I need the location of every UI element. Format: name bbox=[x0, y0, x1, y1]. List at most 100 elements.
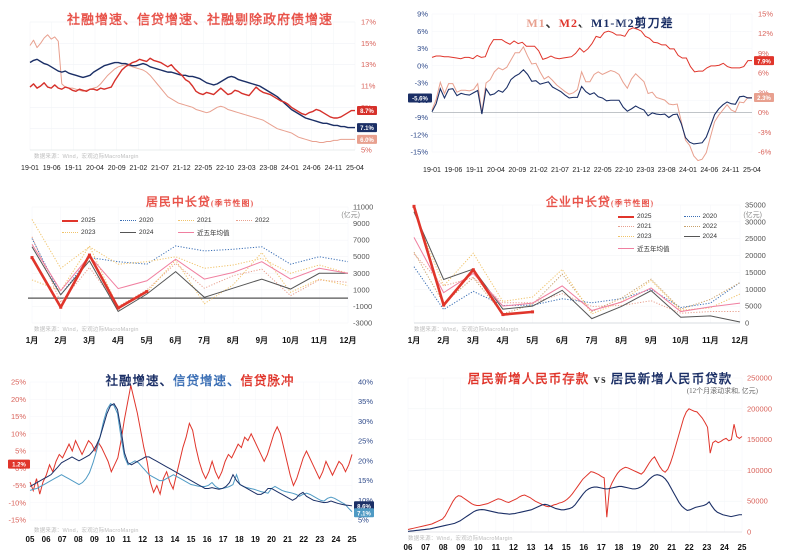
legend-swatch bbox=[178, 231, 194, 233]
chart3-title: 居民中长贷(季节性图) bbox=[0, 193, 400, 210]
svg-text:21-02: 21-02 bbox=[530, 167, 548, 174]
svg-text:05: 05 bbox=[26, 535, 35, 544]
svg-text:11月: 11月 bbox=[311, 336, 327, 345]
svg-text:-15%: -15% bbox=[8, 516, 26, 525]
svg-text:50000: 50000 bbox=[747, 497, 768, 506]
svg-text:9月: 9月 bbox=[645, 336, 657, 345]
chart1-plot: 5%7%9%11%13%15%17%19-0119-0619-1120-0420… bbox=[21, 18, 377, 172]
legend-label: 2022 bbox=[702, 223, 717, 230]
chart6-plot: 0 50000 100000 150000 200000 250000 06 07 08 09 10… bbox=[404, 374, 772, 553]
title-part: 信贷增速、 bbox=[172, 374, 241, 388]
chart3-plot: -3000 -1000 1000 3000 5000 7000 9000 11000 1月 2月 3… bbox=[26, 203, 374, 346]
legend-label: 2024 bbox=[139, 228, 154, 236]
svg-text:5月: 5月 bbox=[526, 336, 538, 345]
legend-label: 2020 bbox=[139, 217, 154, 224]
chart5-source: 数据来源：Wind，宏观边际MacroMargin bbox=[34, 528, 139, 534]
svg-text:4月: 4月 bbox=[497, 336, 509, 345]
svg-text:19-06: 19-06 bbox=[444, 167, 462, 174]
legend-swatch bbox=[618, 236, 634, 237]
svg-text:12月: 12月 bbox=[732, 336, 749, 345]
svg-text:0%: 0% bbox=[758, 108, 769, 117]
svg-text:22-10: 22-10 bbox=[216, 165, 234, 172]
svg-text:15000: 15000 bbox=[745, 268, 766, 277]
svg-text:21: 21 bbox=[667, 543, 676, 552]
svg-text:21-02: 21-02 bbox=[129, 165, 147, 172]
svg-text:11: 11 bbox=[122, 535, 131, 544]
svg-text:16: 16 bbox=[203, 535, 212, 544]
svg-text:13: 13 bbox=[527, 543, 536, 552]
svg-text:21-07: 21-07 bbox=[151, 165, 169, 172]
svg-text:06: 06 bbox=[42, 535, 51, 544]
svg-text:20: 20 bbox=[267, 535, 276, 544]
legend-swatch bbox=[618, 226, 634, 227]
legend-swatch bbox=[618, 247, 634, 249]
svg-text:15: 15 bbox=[187, 535, 196, 544]
svg-text:17: 17 bbox=[597, 543, 606, 552]
chart4-plot: 0 5000 10000 15000 20000 25000 30000 35000 1月 2月 3… bbox=[408, 201, 766, 346]
legend-swatch bbox=[120, 220, 136, 221]
chart4-title: 企业中长贷(季节性图) bbox=[400, 193, 800, 210]
svg-text:7.1%: 7.1% bbox=[357, 511, 371, 517]
chart1-title: 社融增速、信贷增速、社融剔除政府债增速 bbox=[66, 12, 333, 27]
svg-text:24-11: 24-11 bbox=[722, 167, 739, 174]
svg-text:3%: 3% bbox=[758, 88, 769, 97]
svg-text:09: 09 bbox=[456, 543, 465, 552]
svg-text:5%: 5% bbox=[358, 516, 369, 525]
svg-text:10: 10 bbox=[106, 535, 115, 544]
svg-text:250000: 250000 bbox=[747, 374, 772, 383]
legend-label: 2021 bbox=[197, 217, 212, 224]
svg-text:8.7%: 8.7% bbox=[360, 109, 374, 115]
svg-text:-9%: -9% bbox=[415, 113, 429, 122]
svg-text:23: 23 bbox=[702, 543, 711, 552]
svg-text:24-01: 24-01 bbox=[679, 167, 697, 174]
svg-text:22: 22 bbox=[299, 535, 308, 544]
svg-text:9%: 9% bbox=[417, 10, 428, 19]
chart6-subtitle: (12个月滚动求和, 亿元) bbox=[686, 387, 758, 395]
chart3-subtitle: (季节性图) bbox=[210, 199, 255, 208]
legend-item: 2022 bbox=[683, 223, 717, 230]
svg-text:19-01: 19-01 bbox=[21, 165, 39, 172]
title-part: 居民新增人民币存款 bbox=[467, 372, 590, 386]
legend-item: 2023 bbox=[62, 227, 120, 237]
svg-text:25-04: 25-04 bbox=[346, 165, 364, 172]
svg-text:100000: 100000 bbox=[747, 466, 772, 475]
svg-text:0: 0 bbox=[747, 528, 751, 537]
legend-label: 近五年均值 bbox=[637, 246, 670, 253]
svg-text:10000: 10000 bbox=[745, 285, 766, 294]
svg-text:25: 25 bbox=[348, 535, 357, 544]
svg-text:20%: 20% bbox=[358, 456, 373, 465]
legend-item: 2020 bbox=[120, 217, 178, 224]
svg-text:15%: 15% bbox=[361, 39, 376, 48]
svg-text:19-06: 19-06 bbox=[43, 165, 61, 172]
svg-text:19-11: 19-11 bbox=[65, 165, 82, 172]
svg-text:150000: 150000 bbox=[747, 435, 772, 444]
svg-text:3000: 3000 bbox=[353, 269, 370, 278]
legend-label: 2025 bbox=[81, 217, 96, 224]
legend-swatch bbox=[178, 220, 194, 221]
chart5-plot: -15%-10%-5%0%5%10%15%20%25%5%10%15%20%25… bbox=[8, 378, 374, 544]
svg-text:18: 18 bbox=[235, 535, 244, 544]
legend-swatch bbox=[683, 226, 700, 227]
svg-text:1.2%: 1.2% bbox=[12, 463, 26, 469]
svg-text:6月: 6月 bbox=[169, 336, 181, 345]
legend-label: 2023 bbox=[637, 233, 652, 240]
svg-text:3月: 3月 bbox=[467, 336, 479, 345]
svg-text:17%: 17% bbox=[361, 18, 376, 27]
svg-text:3%: 3% bbox=[417, 44, 428, 53]
svg-text:-5.6%: -5.6% bbox=[412, 97, 428, 103]
svg-text:18: 18 bbox=[614, 543, 623, 552]
chart5-title: 社融增速、信贷增速、信贷脉冲 bbox=[0, 370, 400, 389]
svg-text:09: 09 bbox=[90, 535, 99, 544]
svg-text:24-06: 24-06 bbox=[700, 167, 718, 174]
svg-text:13%: 13% bbox=[361, 60, 376, 69]
panel-chart5: 社融增速、信贷增速、信贷脉冲 数据来源：Wind，宏观边际MacroMargin… bbox=[0, 360, 400, 556]
svg-text:1月: 1月 bbox=[26, 336, 38, 345]
svg-text:22-05: 22-05 bbox=[194, 165, 212, 172]
svg-text:25: 25 bbox=[738, 543, 747, 552]
svg-text:25%: 25% bbox=[11, 378, 26, 387]
title-part: 居民新增人民币贷款 bbox=[610, 372, 733, 386]
legend-item: 2021 bbox=[618, 223, 670, 230]
svg-text:20-04: 20-04 bbox=[86, 165, 104, 172]
chart2-plot: -15%-12%-9%-6%-3%0%3%6%9%-6%-3%0%3%6%9%1… bbox=[408, 10, 774, 174]
